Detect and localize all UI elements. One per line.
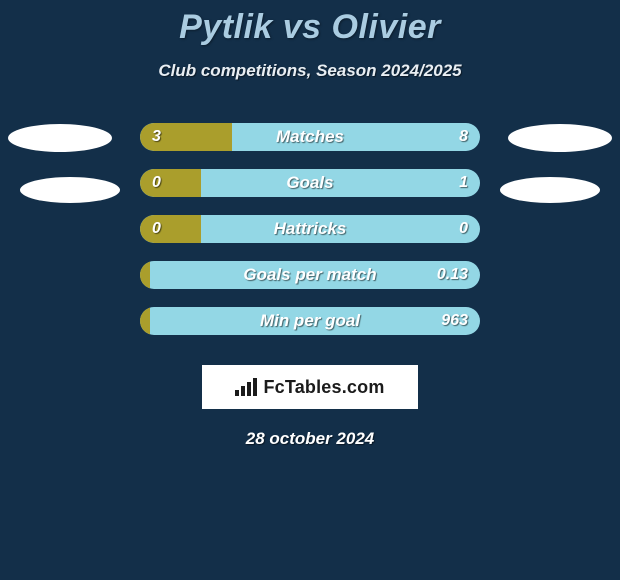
bar-track: Min per goal963 — [140, 307, 480, 335]
bar-fill — [140, 123, 232, 151]
bar-track: Goals per match0.13 — [140, 261, 480, 289]
value-right: 0.13 — [437, 266, 468, 284]
bar-track: Matches38 — [140, 123, 480, 151]
brand-text: FcTables.com — [263, 377, 384, 398]
bar-label: Goals per match — [140, 265, 480, 285]
stat-rows: Matches38 Goals01 Hattricks00 Goals per mat… — [0, 123, 620, 335]
page-subtitle: Club competitions, Season 2024/2025 — [0, 61, 620, 81]
bar-fill — [140, 215, 201, 243]
stat-row: Goals per match0.13 — [0, 261, 620, 289]
bar-label: Min per goal — [140, 311, 480, 331]
bar-fill — [140, 261, 150, 289]
stat-row: Hattricks00 — [0, 215, 620, 243]
bar-track: Hattricks00 — [140, 215, 480, 243]
value-right: 0 — [459, 220, 468, 238]
stat-row: Goals01 — [0, 169, 620, 197]
bar-chart-icon — [235, 378, 257, 396]
date-label: 28 october 2024 — [0, 429, 620, 449]
bar-track: Goals01 — [140, 169, 480, 197]
value-right: 963 — [441, 312, 468, 330]
value-right: 8 — [459, 128, 468, 146]
stat-row: Matches38 — [0, 123, 620, 151]
stat-row: Min per goal963 — [0, 307, 620, 335]
brand-badge: FcTables.com — [202, 365, 418, 409]
bar-fill — [140, 169, 201, 197]
page-title: Pytlik vs Olivier — [0, 0, 620, 47]
bar-fill — [140, 307, 150, 335]
value-right: 1 — [459, 174, 468, 192]
